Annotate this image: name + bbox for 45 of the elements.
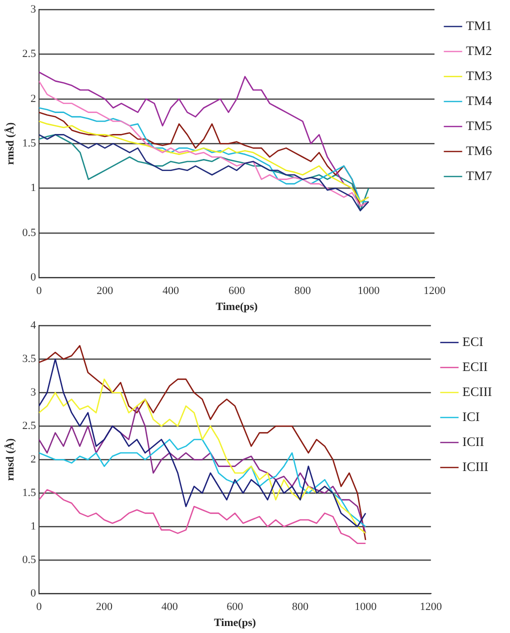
legend-label: ICI	[462, 408, 480, 424]
y-tick-label: 1	[30, 520, 36, 532]
legend-label: TM7	[466, 168, 492, 183]
legend-label: TM2	[466, 42, 492, 58]
x-axis-title: Time(ps)	[214, 617, 256, 630]
y-tick-label: 3	[30, 386, 36, 398]
x-tick-label: 200	[96, 601, 114, 614]
legend-label: TM5	[466, 118, 492, 133]
y-tick-label: 3.5	[22, 352, 36, 365]
legend-label: ECII	[462, 358, 488, 374]
x-tick-label: 400	[161, 601, 178, 614]
x-tick-label: 400	[162, 285, 180, 298]
y-tick-label: 3	[30, 3, 36, 16]
legend-label: ECIII	[462, 384, 492, 399]
y-axis-title: rmsd (Å)	[3, 438, 16, 481]
y-tick-label: 0	[30, 587, 36, 600]
legend-label: TM6	[466, 142, 492, 158]
y-tick-label: 1.5	[22, 486, 36, 499]
x-tick-label: 200	[96, 285, 114, 298]
y-tick-label: 2.5	[22, 48, 36, 60]
y-tick-label: 0.5	[22, 554, 36, 566]
legend-label: TM3	[466, 68, 492, 83]
y-tick-label: 1	[30, 182, 36, 194]
y-tick-label: 0	[30, 271, 36, 284]
y-tick-label: 2.5	[22, 420, 36, 432]
legend-label: ECI	[462, 334, 484, 349]
y-tick-label: 0.5	[22, 226, 36, 239]
x-tick-label: 600	[228, 285, 246, 298]
x-tick-label: 1000	[354, 601, 378, 614]
y-tick-label: 1.5	[22, 137, 36, 150]
legend-label: TM1	[466, 18, 492, 33]
x-axis-title: Time(ps)	[216, 301, 258, 314]
legend-label: TM4	[466, 92, 492, 108]
x-tick-label: 1200	[424, 285, 446, 298]
x-tick-label: 800	[294, 285, 312, 298]
x-tick-label: 1000	[358, 285, 380, 298]
x-tick-label: 800	[292, 601, 309, 614]
legend-label: ICIII	[462, 458, 488, 474]
x-tick-label: 1200	[420, 601, 442, 614]
y-tick-label: 2	[30, 92, 36, 105]
legend-label: ICII	[462, 434, 484, 449]
y-tick-label: 2	[30, 453, 36, 466]
y-tick-label: 4	[30, 319, 36, 332]
x-tick-label: 600	[226, 601, 244, 614]
y-axis-title: rmsd (Å)	[3, 122, 16, 165]
